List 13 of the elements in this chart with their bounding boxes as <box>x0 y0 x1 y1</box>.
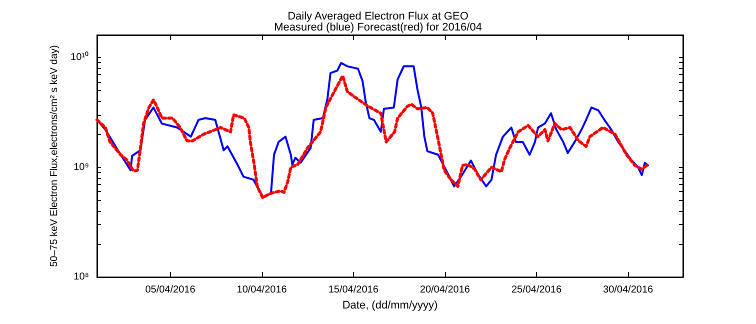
x-tick-label: 10/04/2016 <box>236 284 288 296</box>
x-tick-label: 20/04/2016 <box>420 284 470 296</box>
y-tick-label: 10⁸ <box>74 272 89 283</box>
x-tick-label: 05/04/2016 <box>145 284 196 296</box>
x-tick-label: 25/04/2016 <box>511 284 562 296</box>
y-tick-label: 10⁹ <box>74 162 89 173</box>
y-axis-title: 50–75 keV Electron Flux,electrons/cm² s keV day) <box>49 45 60 267</box>
chart-title: Daily Averaged Electron Flux at GEO <box>288 10 469 22</box>
x-tick-label: 30/04/2016 <box>603 284 654 296</box>
x-tick-label: 15/04/2016 <box>328 284 379 296</box>
chart-subtitle: Measured (blue) Forecast(red) for 2016/04 <box>274 22 482 34</box>
x-axis-title: Date, (dd/mm/yyyy) <box>342 300 438 312</box>
y-tick-label: 10¹⁰ <box>70 50 89 63</box>
